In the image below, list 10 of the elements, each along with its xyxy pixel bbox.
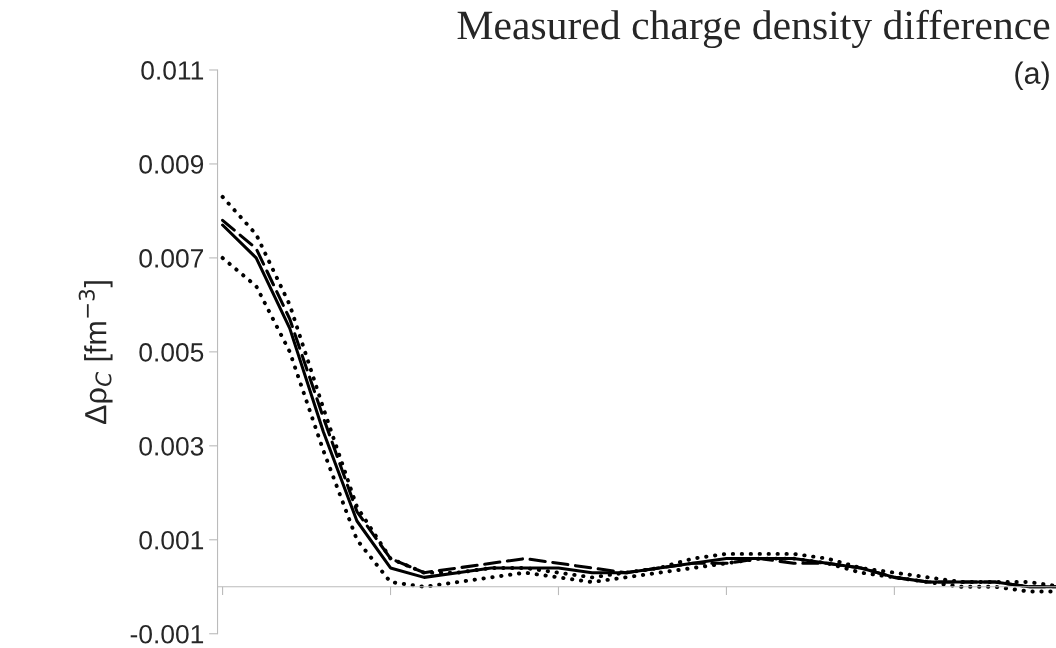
y-tick-label: 0.007 <box>139 249 204 268</box>
annotation: (a) <box>1015 61 1049 91</box>
chart-title: Measured charge density difference <box>457 9 1050 49</box>
y-tick-label: -0.001 <box>130 624 204 644</box>
y-tick-label: 0.001 <box>139 530 204 550</box>
y-tick-label: 0.005 <box>139 343 204 362</box>
y-axis-title: Δρ$_{C}$ [fm$^{−3}$] <box>78 281 113 424</box>
y-tick-label: 0.011 <box>141 61 204 80</box>
y-tick-label: 0.003 <box>139 436 204 456</box>
y-tick-label: 0.009 <box>139 155 204 174</box>
